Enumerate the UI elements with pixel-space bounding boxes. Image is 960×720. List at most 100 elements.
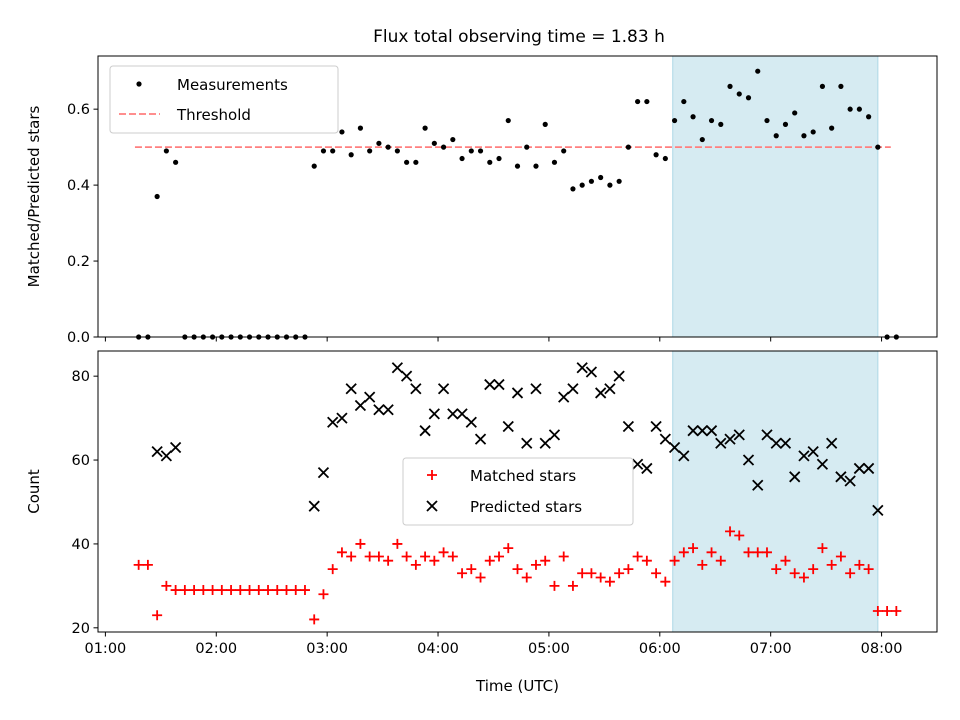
legend-box <box>402 457 634 526</box>
predicted-stars-point <box>521 437 533 449</box>
measurement-point <box>792 110 798 116</box>
measurement-point <box>745 95 752 101</box>
predicted-stars-point <box>659 433 671 445</box>
counts-panel: 01:00 02:00 03:00 04:00 05:00 06:00 07:00 08:00… <box>25 350 938 695</box>
predicted-stars-point <box>668 441 681 454</box>
measurement-point <box>450 136 456 143</box>
measurement-point <box>671 117 678 124</box>
matched-stars-point <box>494 551 505 562</box>
predicted-stars-point <box>345 383 357 395</box>
matched-stars-point <box>253 585 264 596</box>
measurement-point <box>570 186 576 192</box>
measurement-point <box>819 83 826 89</box>
matched-stars-point <box>632 551 643 562</box>
measurement-point <box>459 155 465 162</box>
measurement-point <box>533 163 539 169</box>
chart-title: Flux total observing time = 1.83 h <box>373 27 665 47</box>
measurement-point <box>764 117 770 124</box>
x-tick-label: 07:00 <box>750 641 792 657</box>
matched-stars-point <box>299 585 310 596</box>
x-tick-label: 08:00 <box>861 641 903 657</box>
predicted-stars-point <box>354 399 367 412</box>
predicted-stars-point <box>678 450 690 462</box>
matched-stars-point <box>697 559 708 570</box>
matched-stars-point <box>466 564 477 575</box>
measurement-point <box>524 144 530 150</box>
predicted-stars-point <box>308 500 320 512</box>
predicted-stars-point <box>631 458 644 470</box>
measurement-point <box>838 83 844 89</box>
matched-stars-point <box>780 555 791 566</box>
predicted-stars-point <box>391 362 404 374</box>
measurement-point <box>394 148 400 154</box>
measurement-point <box>635 98 641 105</box>
matched-stars-point <box>170 585 181 596</box>
matched-stars-point <box>336 547 347 558</box>
predicted-stars-point <box>595 387 607 399</box>
matched-stars-point <box>651 568 662 579</box>
matched-stars-point <box>678 547 689 558</box>
predicted-stars-point <box>724 433 736 445</box>
measurement-point <box>173 159 179 165</box>
predicted-stars-point <box>705 425 718 437</box>
predicted-stars-point <box>826 437 838 449</box>
matched-stars-point <box>789 568 800 579</box>
matched-stars-point <box>688 543 699 554</box>
matched-stars-point <box>133 559 144 570</box>
measurement-point <box>875 144 881 150</box>
matched-stars-point <box>179 585 190 596</box>
predicted-stars-point <box>539 437 551 449</box>
predicted-stars-point <box>761 429 773 441</box>
predicted-stars-point <box>373 404 385 416</box>
x-tick-label: 04:00 <box>417 641 459 657</box>
predicted-stars-point <box>687 425 699 437</box>
matched-stars-point <box>272 585 283 596</box>
predicted-stars-point <box>400 370 413 382</box>
matched-stars-point <box>872 606 883 617</box>
x-tick-label: 01:00 <box>84 641 126 657</box>
matched-stars-point <box>327 564 338 575</box>
predicted-stars-point <box>641 462 653 475</box>
predicted-stars-point <box>613 370 625 382</box>
matched-stars-point <box>669 555 680 566</box>
matched-stars-point <box>401 551 412 562</box>
predicted-stars-point <box>169 441 182 454</box>
measurement-point <box>625 144 631 150</box>
matched-stars-point <box>743 547 754 558</box>
predicted-stars-point <box>696 425 708 437</box>
matched-stars-point <box>392 538 403 549</box>
predicted-stars-point <box>364 391 376 403</box>
predicted-stars-point <box>327 416 339 428</box>
legend-label: Measurements <box>177 76 288 94</box>
matched-stars-point <box>438 547 449 558</box>
measurement-point <box>339 129 345 135</box>
predicted-stars-point <box>715 437 727 449</box>
matched-stars-point <box>614 568 625 579</box>
predicted-stars-point <box>336 412 348 424</box>
predicted-stars-point <box>484 378 496 391</box>
matched-stars-point <box>798 572 809 583</box>
measurement-point <box>561 148 567 154</box>
predicted-stars-point <box>502 420 514 433</box>
matched-stars-point <box>309 614 320 625</box>
matched-stars-point <box>882 606 893 617</box>
measurement-point <box>644 98 650 105</box>
measurement-point <box>154 193 160 200</box>
matched-stars-point <box>567 580 578 591</box>
matched-stars-point <box>198 585 209 596</box>
measurement-point <box>607 182 613 188</box>
predicted-stars-point <box>317 466 330 479</box>
matched-stars-point <box>244 585 255 596</box>
y-tick-label: 0.0 <box>67 330 90 346</box>
measurement-point <box>681 98 687 105</box>
measurement-point <box>413 159 419 165</box>
predicted-stars-point <box>844 475 856 487</box>
matched-stars-point <box>540 555 551 566</box>
measurement-point <box>653 152 659 158</box>
x-tick-label: 03:00 <box>306 641 348 657</box>
matched-stars-point <box>216 585 227 596</box>
y-tick-label: 0.6 <box>67 102 90 118</box>
measurement-point <box>542 121 548 127</box>
measurement-point <box>727 83 733 89</box>
